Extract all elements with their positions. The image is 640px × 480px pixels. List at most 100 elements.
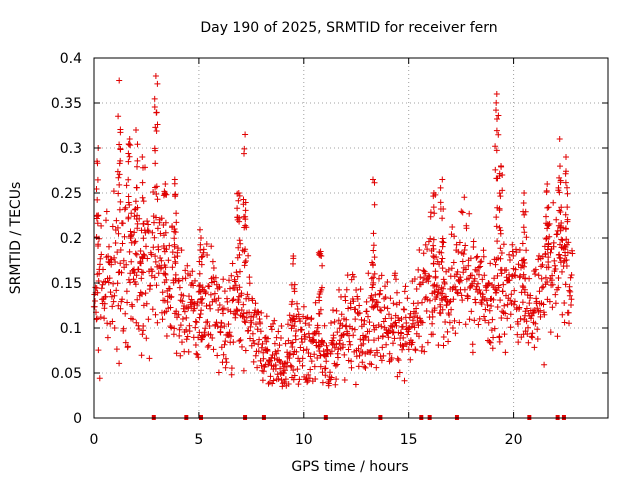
data-point: [235, 190, 242, 196]
data-point: [456, 239, 463, 246]
data-point: [371, 270, 378, 277]
data-point: [423, 308, 430, 314]
data-point: [411, 276, 418, 282]
data-point: [157, 230, 164, 237]
data-point: [171, 325, 178, 332]
data-point: [173, 308, 180, 315]
data-point: [448, 306, 455, 313]
data-point: [162, 271, 169, 278]
data-point: [470, 244, 477, 250]
data-point: [210, 346, 217, 353]
data-point: [530, 309, 537, 316]
data-point: [266, 358, 273, 365]
data-point: [157, 255, 164, 261]
data-point: [540, 301, 547, 308]
data-point: [515, 261, 522, 268]
data-point: [260, 349, 267, 356]
data-point: [340, 331, 347, 338]
data-point: [556, 136, 563, 142]
data-point: [457, 277, 464, 284]
data-point: [555, 284, 562, 291]
data-point: [545, 254, 552, 261]
data-point: [130, 276, 137, 283]
data-point: [193, 319, 200, 326]
data-point: [449, 325, 456, 331]
data-point: [368, 361, 375, 368]
data-point: [237, 337, 244, 343]
data-point: [143, 300, 150, 307]
data-point: [520, 224, 527, 231]
data-point: [411, 313, 418, 320]
data-point: [319, 262, 326, 269]
data-point: [134, 157, 141, 164]
data-point: [328, 348, 335, 355]
data-point: [468, 308, 475, 315]
data-point: [271, 317, 278, 324]
data-point: [474, 253, 481, 260]
data-point: [271, 340, 278, 347]
data-point: [288, 281, 295, 288]
data-point: [242, 199, 249, 206]
data-point: [322, 365, 329, 372]
data-point: [547, 329, 554, 336]
data-point: [399, 323, 406, 330]
data-point: [559, 311, 566, 318]
data-point: [281, 379, 288, 385]
data-point: [552, 291, 559, 298]
data-point: [401, 288, 408, 295]
data-point: [452, 330, 459, 337]
data-point: [366, 328, 373, 335]
data-point: [158, 215, 165, 222]
data-point: [446, 311, 453, 318]
data-point: [432, 268, 439, 275]
data-point: [277, 365, 284, 372]
data-point: [520, 200, 527, 206]
data-point: [221, 288, 228, 295]
data-point: [529, 330, 536, 337]
data-point: [390, 300, 397, 307]
data-point: [348, 364, 355, 371]
data-point: [415, 322, 422, 329]
data-point: [356, 352, 363, 359]
data-point: [453, 241, 460, 248]
data-point: [121, 206, 128, 213]
data-point: [178, 247, 185, 254]
data-point: [242, 131, 249, 138]
data-point: [557, 209, 564, 215]
data-point: [161, 262, 168, 269]
data-point: [391, 335, 398, 342]
data-point: [115, 190, 122, 197]
data-point: [267, 373, 274, 380]
data-point: [300, 303, 307, 310]
data-point: [264, 335, 271, 342]
data-point: [425, 238, 432, 245]
data-point: [183, 326, 190, 333]
data-point: [355, 363, 362, 370]
data-point: [290, 351, 297, 358]
data-point: [398, 330, 405, 337]
data-point: [513, 249, 520, 256]
data-point: [546, 233, 553, 240]
data-point: [207, 331, 214, 338]
data-point: [471, 317, 478, 324]
data-point: [536, 288, 543, 295]
data-point: [216, 284, 223, 291]
data-point: [131, 229, 138, 236]
data-point: [242, 347, 249, 354]
data-point: [311, 351, 318, 358]
data-point: [357, 336, 364, 343]
data-point: [275, 347, 281, 354]
data-point: [478, 258, 485, 265]
data-point: [396, 369, 403, 376]
data-point: [388, 315, 395, 322]
data-point: [547, 249, 554, 256]
data-point: [105, 253, 112, 260]
data-point: [538, 275, 545, 282]
data-point: [486, 338, 493, 345]
data-point: [116, 360, 123, 367]
y-tick-label: 0.4: [60, 51, 82, 67]
data-point: [288, 363, 295, 370]
data-point: [131, 213, 138, 220]
data-point: [300, 347, 307, 354]
data-point: [118, 269, 125, 276]
